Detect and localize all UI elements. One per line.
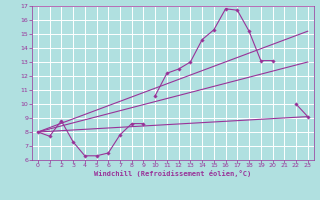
X-axis label: Windchill (Refroidissement éolien,°C): Windchill (Refroidissement éolien,°C)	[94, 170, 252, 177]
